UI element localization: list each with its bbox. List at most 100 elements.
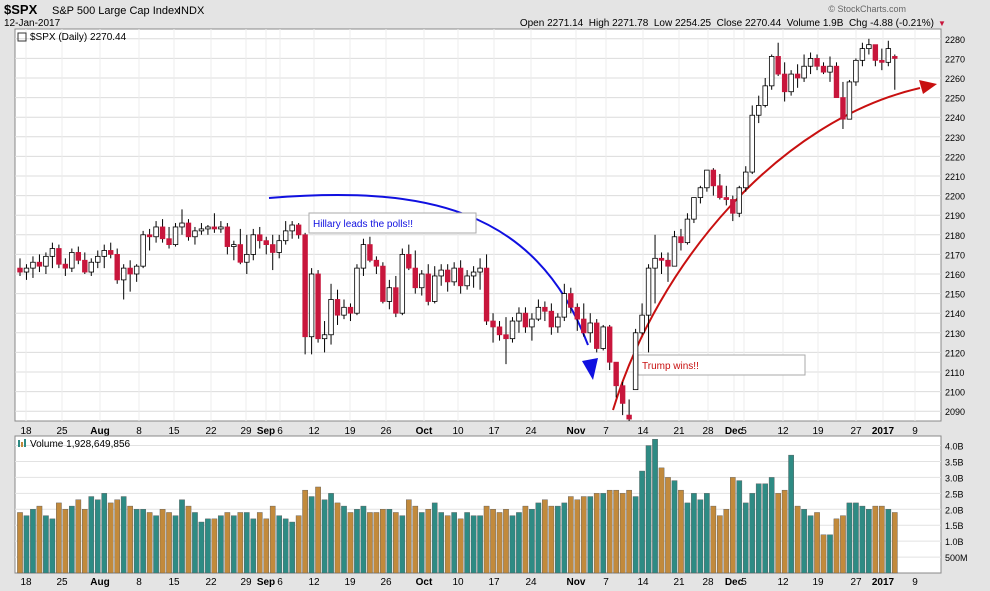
volume-bar [438,512,445,574]
candle [75,246,82,265]
x-tick-label: 28 [702,426,714,437]
candle [619,381,626,416]
volume-bar [159,509,166,574]
volume-bar [373,512,380,574]
candle-body [289,224,295,232]
volume-bar [43,515,49,574]
volume-bar [892,512,898,574]
candle [328,283,334,345]
candle [652,234,658,304]
volume-bar [516,512,522,574]
volume-axis: 500M 1.0B 1.5B 2.0B 2.5B 3.0B 3.5B 4.0B [945,442,968,564]
x-tick-label: 14 [637,577,649,588]
candle-body [432,275,438,302]
candle [768,54,775,90]
candle [678,228,684,251]
candle [820,62,827,75]
candle-body [619,385,626,404]
candle-body [386,287,393,302]
x-tick-label: Oct [416,577,433,588]
volume-bar [820,534,827,574]
x-tick-label: 6 [277,577,283,588]
candle-body [639,314,645,334]
candle-body [697,187,704,198]
candle [464,270,470,290]
candle-body [82,259,88,273]
candle [483,254,490,325]
x-tick-label: 7 [603,426,609,437]
candle-body [36,261,43,267]
candle-body [419,273,425,289]
volume-bar [652,438,658,574]
candle-body [250,234,256,255]
candle-body [678,236,684,244]
price-tick-label: 2230 [945,133,965,143]
candle [399,248,406,316]
candle [257,226,263,249]
volume-legend-icon [18,440,20,447]
candle [341,299,347,320]
volume-bar [17,512,23,574]
candle [108,242,114,259]
volume-bar [827,534,833,574]
volume-bar [69,505,75,574]
candle-body [807,58,814,67]
candle-body [146,234,153,238]
volume-bar [36,505,43,574]
candle-body [775,56,781,75]
volume-bar [425,509,432,574]
candle [62,258,69,276]
candle [276,234,282,259]
volume-bar [23,515,30,574]
candle [548,303,555,335]
volume-bar [671,480,678,574]
x-tick-label: Sep [257,577,275,588]
candle-body [179,222,185,228]
candle [807,52,814,75]
volume-bar [256,512,263,574]
volume-bar [88,496,95,574]
candle [594,319,600,353]
x-tick-label: 22 [205,426,217,437]
volume-legend-icon-2 [21,442,23,447]
candle-body [140,234,146,267]
candle-body [237,244,244,263]
candle-body [328,299,334,336]
x-tick-label: 2017 [872,426,895,437]
volume-bar [289,521,295,574]
candle [613,361,619,398]
candle-body [406,253,412,269]
volume-bar [406,499,412,574]
trump-annotation: Trump wins!! [642,361,699,372]
volume-tick-label: 2.5B [945,489,964,499]
volume-bar [101,493,108,574]
candle [172,223,179,247]
candle-body [367,244,373,261]
candle-body [133,265,140,275]
candle-body [756,105,762,116]
candle-body [120,267,127,281]
volume-bar [62,509,69,574]
candle-body [632,332,639,391]
price-tick-label: 2280 [945,35,965,45]
volume-bar [334,502,341,574]
volume-bar [444,515,451,574]
x-tick-label: Sep [257,426,275,437]
volume-bar [321,499,328,574]
candle-body [503,334,509,340]
price-tick-label: 2180 [945,231,965,241]
x-tick-label: 29 [240,426,252,437]
candle-body [529,318,535,328]
volume-tick-label: 3.0B [945,473,964,483]
volume-bar [30,509,36,574]
candle-body [781,73,788,93]
candle [23,264,30,280]
x-tick-label: Dec [725,426,744,437]
candle-body [568,293,574,308]
candle-body [762,85,768,106]
candle [347,303,354,322]
volume-bar [477,515,483,574]
candle-body [496,326,503,336]
volume-bar [205,518,211,574]
